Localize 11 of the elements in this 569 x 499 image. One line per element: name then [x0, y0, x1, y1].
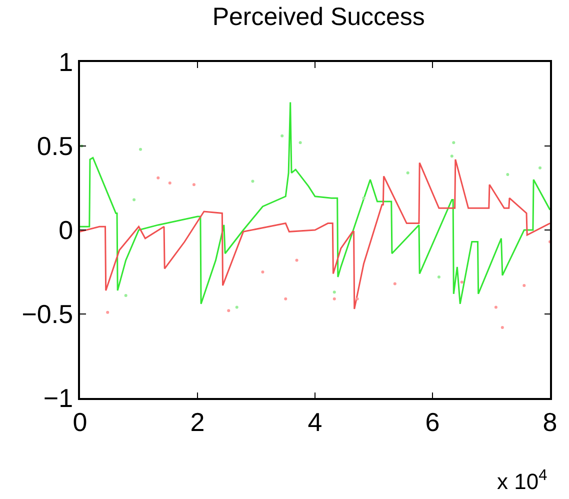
- x-tick-label: 6: [425, 406, 440, 437]
- x-tick-label: 4: [308, 406, 322, 437]
- y-tick-label: −1: [43, 383, 74, 414]
- y-tick-label: 1: [58, 47, 74, 78]
- x-tick-label: 2: [190, 406, 205, 437]
- y-tick-label: 0.5: [36, 131, 74, 162]
- chart-title: Perceived Success: [212, 2, 425, 31]
- y-tick-label: 0: [58, 215, 74, 246]
- y-tick-label: −0.5: [22, 299, 74, 330]
- x-tick-label: 8: [542, 406, 558, 437]
- text: x 10$^{4}$: [497, 467, 548, 494]
